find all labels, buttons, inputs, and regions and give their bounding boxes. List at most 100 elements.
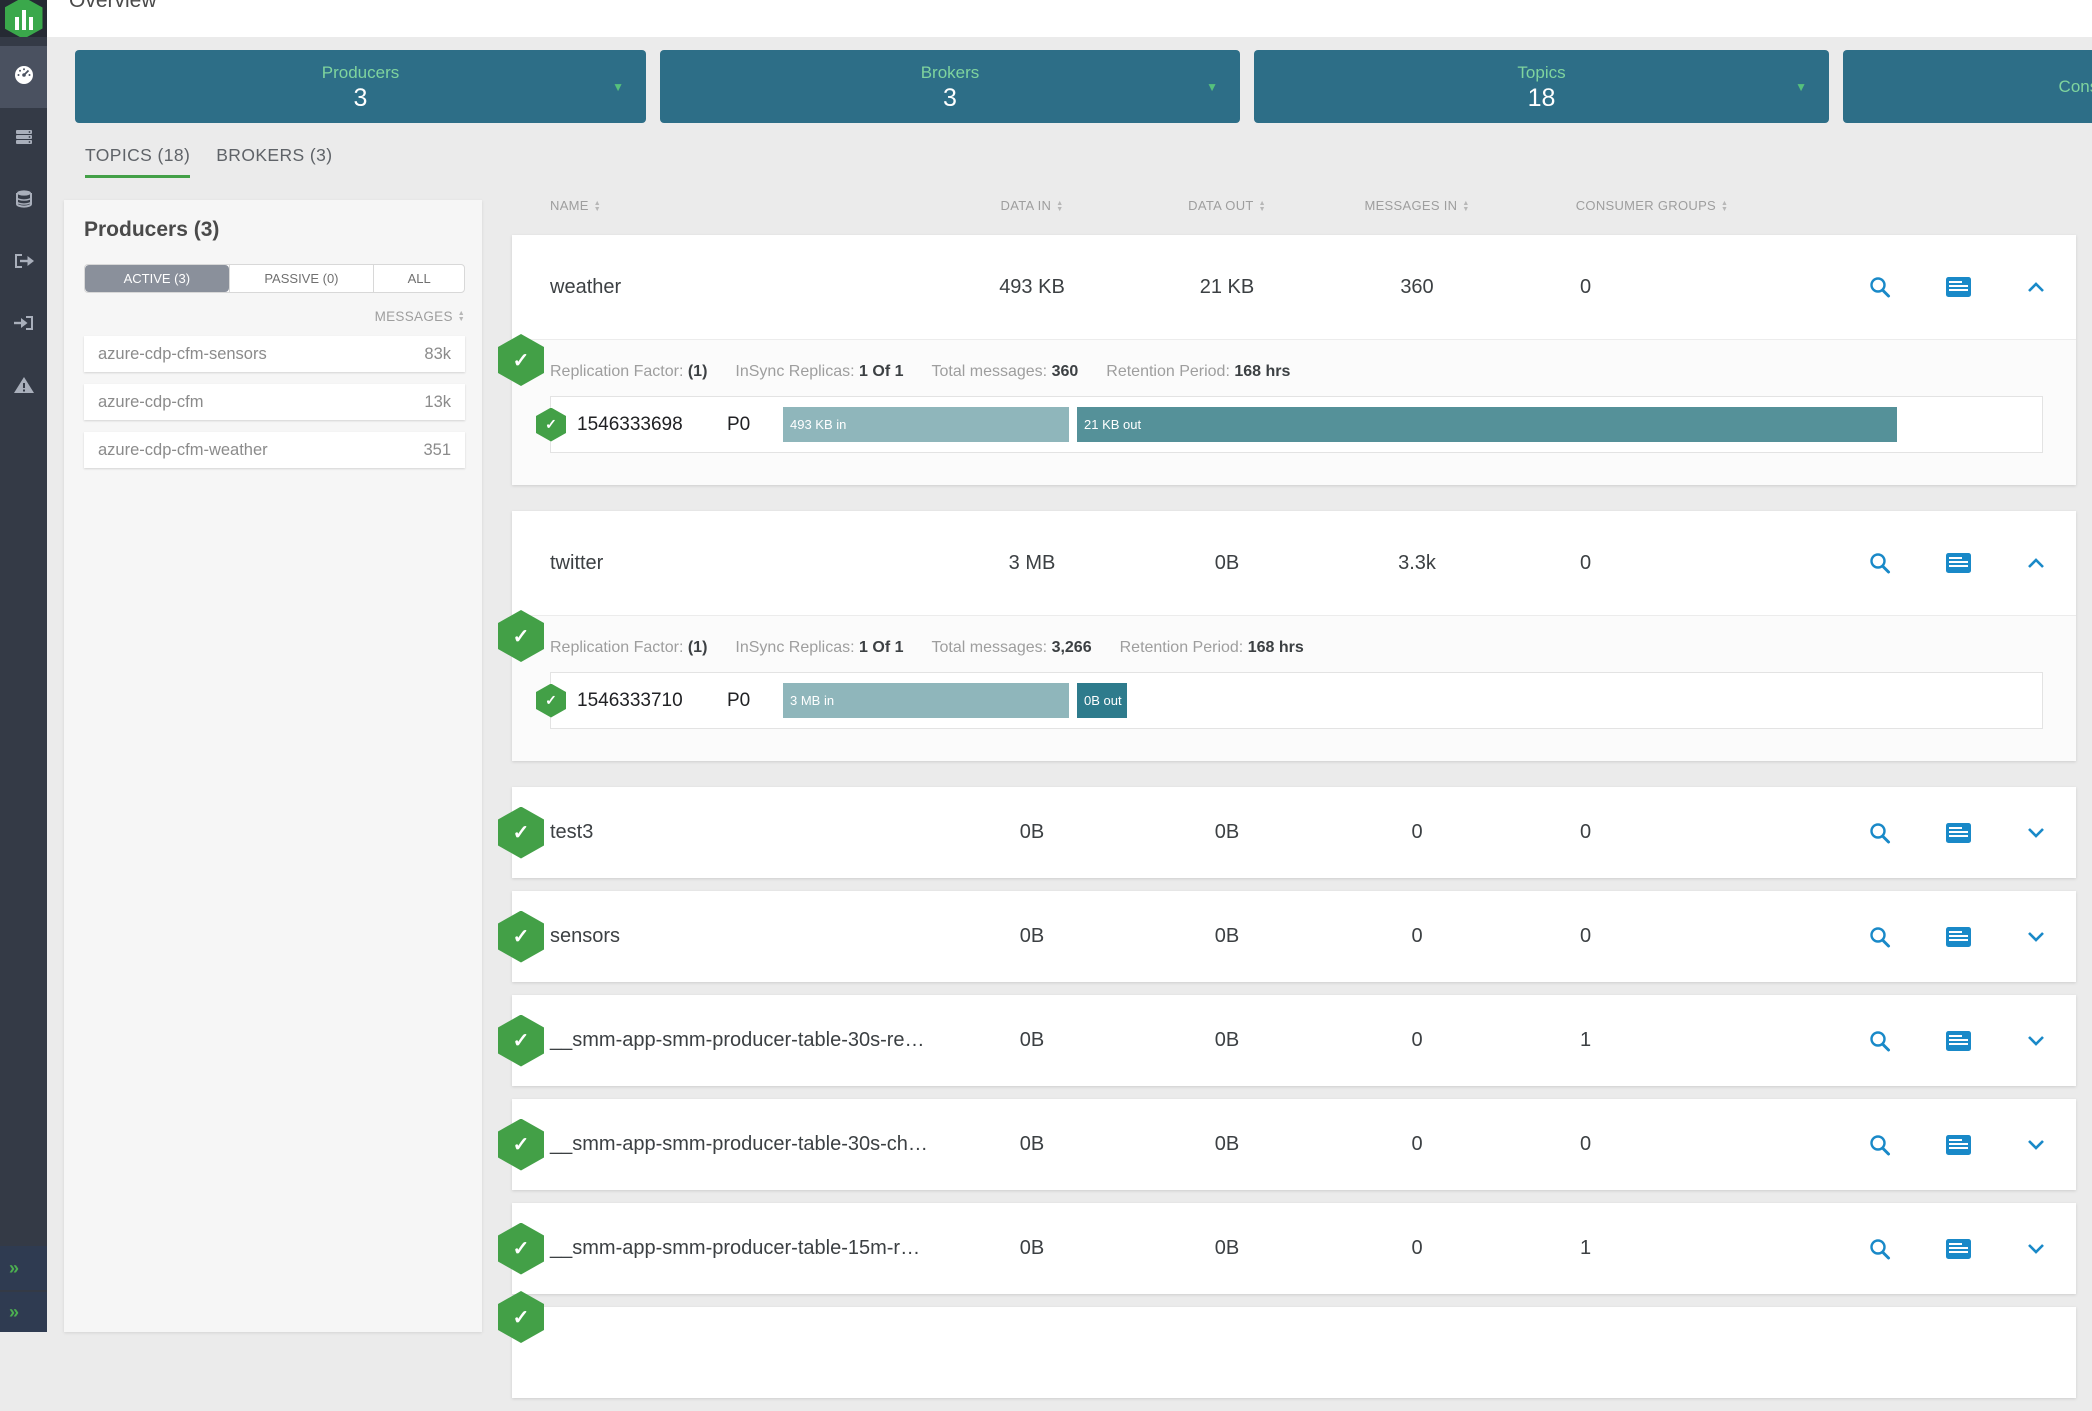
search-icon[interactable]	[1867, 1132, 1893, 1158]
topic-data-in: 3 MB	[1008, 551, 1056, 574]
topic-messages-in: 360	[1400, 275, 1434, 298]
chevron-down-icon[interactable]	[2024, 1137, 2048, 1153]
topic-row-header[interactable]: ✓ test3 0B 0B 0 0	[498, 787, 2076, 878]
producer-row[interactable]: azure-cdp-cfm 13k	[84, 384, 465, 420]
card-label: Producers	[321, 62, 400, 82]
topic-row-header[interactable]: ✓ sensors 0B 0B 0 0	[498, 891, 2076, 982]
search-icon[interactable]	[1867, 550, 1893, 576]
sidebar: » »	[0, 0, 47, 1332]
card-value: 3	[353, 83, 368, 112]
topic-profile-icon[interactable]	[1945, 925, 1972, 949]
consume-arrow-icon	[12, 313, 36, 338]
data-out-bar: 21 KB out	[1077, 407, 1897, 442]
topic-messages-in: 0	[1411, 1237, 1423, 1259]
header-consumer-groups[interactable]: CONSUMER GROUPS ▲ ▼	[1575, 198, 1729, 213]
topic-row-header[interactable]: ✓ __smm-app-smm-producer-table-30s-re… 0…	[498, 995, 2076, 1086]
topic-profile-icon[interactable]	[1945, 1029, 1972, 1053]
topic-data-out: 0B	[1214, 1237, 1240, 1259]
card-value: 18	[1527, 83, 1556, 112]
card-label: Topics	[1517, 62, 1566, 82]
sidebar-item-brokers[interactable]	[0, 108, 47, 170]
topic-data-out: 0B	[1214, 821, 1240, 843]
topic-healthy-status-icon: ✓	[498, 1291, 544, 1343]
topic-row-header[interactable]: ✓ twitter 3 MB 0B 3.3k 0	[498, 511, 2076, 662]
topic-profile-icon[interactable]	[1945, 821, 1972, 845]
tab-topics[interactable]: TOPICS (18)	[85, 145, 191, 178]
topic-healthy-status-icon: ✓	[498, 1222, 544, 1275]
chevron-down-icon[interactable]	[2024, 929, 2048, 945]
header-messages-in[interactable]: MESSAGES IN ▲ ▼	[1364, 198, 1470, 213]
producer-messages: 13k	[424, 392, 451, 411]
card-producers[interactable]: Producers 3 ▼	[75, 50, 646, 123]
search-icon[interactable]	[1867, 820, 1893, 846]
topic-data-out: 0B	[1214, 1133, 1240, 1155]
header-data-in[interactable]: DATA IN ▲ ▼	[1000, 198, 1064, 213]
sidebar-item-overview[interactable]	[0, 46, 47, 108]
search-icon[interactable]	[1867, 924, 1893, 950]
topic-row-smm-15m-r: ✓ __smm-app-smm-producer-table-15m-r… 0B…	[498, 1203, 2076, 1294]
topic-messages-in: 0	[1411, 1133, 1423, 1155]
search-icon[interactable]	[1867, 1236, 1893, 1262]
main-tabs: TOPICS (18) BROKERS (3)	[85, 145, 332, 178]
header-data-out[interactable]: DATA OUT ▲ ▼	[1188, 198, 1266, 213]
topic-healthy-status-icon: ✓	[498, 1118, 544, 1171]
app-logo[interactable]	[0, 0, 47, 37]
topic-name: twitter	[550, 551, 604, 574]
topic-detail: Replication Factor: (1) InSync Replicas:…	[512, 615, 2076, 761]
topic-data-in: 0B	[1019, 1029, 1045, 1051]
top-bar: Overview	[47, 0, 2092, 37]
topic-profile-icon[interactable]	[1945, 1133, 1972, 1157]
messages-sort-header[interactable]: MESSAGES ▲ ▼	[374, 309, 465, 324]
sort-icon: ▲ ▼	[1258, 199, 1266, 213]
topic-row-header[interactable]: ✓ __smm-app-smm-producer-table-15m-r… 0B…	[498, 1203, 2076, 1294]
search-icon[interactable]	[1867, 1028, 1893, 1054]
partition-row[interactable]: ✓ 1546333710 P0 3 MB in 0B out	[536, 672, 2043, 729]
topic-name: test3	[550, 821, 594, 843]
topic-profile-icon[interactable]	[1945, 275, 1972, 299]
summary-cards: Producers 3 ▼ Brokers 3 ▼ Topics 18 ▼ Co…	[75, 50, 2092, 123]
filter-active-button[interactable]: ACTIVE (3)	[85, 265, 229, 292]
card-value: 3	[943, 83, 957, 112]
topic-name: __smm-app-smm-producer-table-15m-r…	[550, 1237, 921, 1259]
sort-icon: ▲ ▼	[1721, 199, 1729, 213]
topic-name: weather	[550, 275, 622, 298]
filter-all-button[interactable]: ALL	[373, 265, 464, 292]
header-name[interactable]: NAME ▲ ▼	[550, 198, 601, 213]
topic-row-header[interactable]: ✓ weather 493 KB 21 KB 360 0	[498, 235, 2076, 386]
chevron-down-icon[interactable]	[2024, 1033, 2048, 1049]
chevron-down-icon[interactable]	[2024, 1241, 2048, 1257]
topic-row-partial[interactable]: ✓	[498, 1291, 2076, 1398]
sidebar-item-consumers[interactable]	[0, 294, 47, 356]
expand-panel-button-top[interactable]: »	[0, 1246, 47, 1290]
chevron-up-icon[interactable]	[2024, 555, 2048, 571]
topic-row-smm-30s-re: ✓ __smm-app-smm-producer-table-30s-re… 0…	[498, 995, 2076, 1086]
sidebar-item-producers[interactable]	[0, 232, 47, 294]
chevron-down-icon[interactable]	[2024, 825, 2048, 841]
caret-down-icon: ▼	[1795, 79, 1807, 94]
producers-filter-group: ACTIVE (3) PASSIVE (0) ALL	[84, 264, 465, 293]
chevron-up-icon[interactable]	[2024, 279, 2048, 295]
topic-data-out: 0B	[1214, 551, 1240, 574]
data-in-bar: 493 KB in	[783, 407, 1069, 442]
card-consumer-groups[interactable]: Consumer Groups	[1843, 50, 2092, 123]
topic-profile-icon[interactable]	[1945, 551, 1972, 575]
producer-row[interactable]: azure-cdp-cfm-sensors 83k	[84, 336, 465, 372]
tab-brokers[interactable]: BROKERS (3)	[216, 145, 333, 165]
topic-data-in: 0B	[1019, 925, 1045, 947]
topic-row-smm-30s-ch: ✓ __smm-app-smm-producer-table-30s-ch… 0…	[498, 1099, 2076, 1190]
sidebar-item-topics[interactable]	[0, 170, 47, 232]
sidebar-item-alerts[interactable]	[0, 356, 47, 418]
card-topics[interactable]: Topics 18 ▼	[1254, 50, 1829, 123]
producer-row[interactable]: azure-cdp-cfm-weather 351	[84, 432, 465, 468]
topic-row-header[interactable]: ✓ __smm-app-smm-producer-table-30s-ch… 0…	[498, 1099, 2076, 1190]
partition-row[interactable]: ✓ 1546333698 P0 493 KB in 21 KB out	[536, 396, 2043, 453]
expand-panel-button-bottom[interactable]: »	[0, 1292, 47, 1332]
topic-data-out: 0B	[1214, 1029, 1240, 1051]
servers-icon	[13, 126, 35, 153]
card-brokers[interactable]: Brokers 3 ▼	[660, 50, 1240, 123]
producers-panel: Producers (3) ACTIVE (3) PASSIVE (0) ALL…	[64, 200, 482, 1332]
topic-profile-icon[interactable]	[1945, 1237, 1972, 1261]
filter-passive-button[interactable]: PASSIVE (0)	[228, 265, 374, 292]
topic-messages-in: 3.3k	[1398, 551, 1436, 574]
search-icon[interactable]	[1867, 274, 1893, 300]
